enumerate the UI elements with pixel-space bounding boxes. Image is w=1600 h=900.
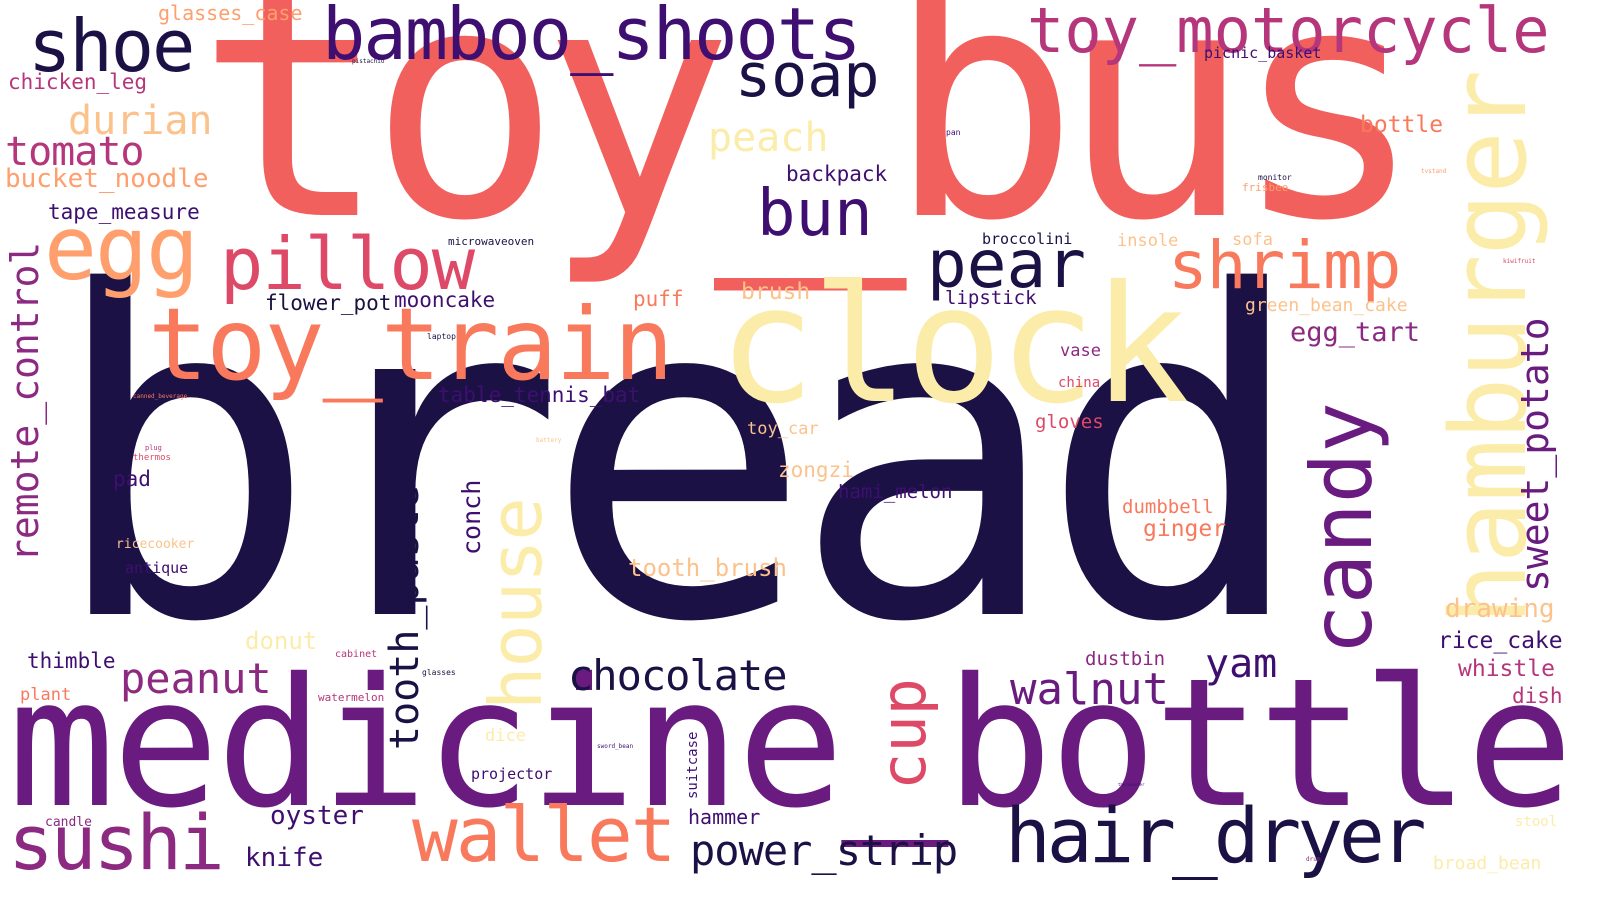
word-puff: puff [633, 287, 684, 311]
word-sofa: sofa [1232, 230, 1273, 250]
word-house: house [474, 498, 558, 710]
word-tape-measure: tape_measure [48, 200, 200, 224]
word-chicken-leg: chicken_leg [8, 70, 148, 94]
word-bun: bun [757, 177, 873, 251]
word-china: china [1058, 375, 1101, 391]
word-tooth-paste: tooth_paste [382, 485, 428, 750]
word-sword-bean: sword_bean [597, 743, 634, 750]
word-frisbee: frisbee [1242, 181, 1289, 194]
word-zongzi: zongzi [778, 458, 854, 482]
word-thimble: thimble [27, 649, 116, 673]
word-whistle: whistle [1458, 656, 1555, 682]
word-monitor: monitor [1258, 173, 1292, 182]
word-hair-dryer: hair_dryer [1005, 791, 1427, 880]
word-microwaveoven: microwaveoven [448, 235, 535, 248]
word-picnic-basket: picnic_basket [1204, 44, 1322, 62]
word-cup: cup [867, 678, 940, 790]
word-insole: insole [1117, 231, 1179, 251]
word-gloves: gloves [1035, 411, 1104, 433]
word-pistachio: pistachio [352, 58, 385, 65]
word-toy-train: toy_train [148, 286, 674, 403]
word-toy-car: toy_car [747, 419, 819, 439]
word-conch: conch [457, 479, 486, 555]
word-drawing: drawing [1445, 594, 1555, 624]
word-stool: stool [1515, 814, 1558, 830]
word-knife: knife [245, 843, 324, 873]
word-flower-pot: flower_pot [265, 291, 392, 315]
word-thermos: thermos [133, 453, 171, 463]
word-plug: plug [145, 444, 162, 452]
word-drum: drum [1306, 856, 1321, 863]
word-shoe: shoe [28, 4, 195, 88]
word-sweet-potato: sweet_potato [1513, 317, 1557, 592]
word-chocolate: chocolate [568, 651, 788, 700]
word-pan: pan [946, 128, 961, 137]
word-egg: egg [44, 197, 199, 300]
word-lipstick: lipstick [945, 287, 1037, 309]
word-soap: soap [735, 41, 880, 111]
word-pad: pad [113, 467, 151, 491]
word-hammer: hammer [688, 805, 761, 829]
word-pear: pear [927, 226, 1086, 303]
word-thermometer: thermometer [1118, 782, 1145, 787]
word-donut: donut [245, 627, 318, 655]
word-peanut: peanut [120, 654, 272, 703]
word-broad-bean: broad_bean [1433, 853, 1542, 874]
word-backpack: backpack [786, 162, 888, 186]
word-pillow: pillow [220, 222, 475, 306]
word-medicine-bottle: medicine_bottle [8, 640, 1573, 847]
word-toy-bus: toy_bus [196, 0, 1425, 291]
word-mooncake: mooncake [394, 288, 496, 312]
word-rice-cake: rice_cake [1438, 628, 1563, 654]
word-tomato: tomato [5, 129, 144, 175]
word-dumbbell: dumbbell [1122, 496, 1214, 518]
word-toy-motorcycle: toy_motorcycle [1027, 0, 1550, 67]
word-ginger: ginger [1143, 516, 1227, 542]
word-cabinet: cabinet [335, 649, 378, 660]
word-bamboo-shoots: bamboo_shoots [322, 0, 862, 76]
word-watermelon: watermelon [318, 691, 385, 704]
word-glasses-case: glasses_case [158, 1, 303, 25]
word-broccolini: broccolini [982, 230, 1073, 248]
word-candle: candle [45, 815, 92, 830]
word-projector: projector [471, 765, 553, 783]
word-durian: durian [68, 98, 213, 144]
word-peach: peach [708, 115, 829, 161]
word-shrimp: shrimp [1168, 227, 1401, 304]
word-kiwifruit: kiwifruit [1503, 258, 1536, 265]
word-tooth-brush: tooth_brush [628, 554, 787, 582]
word-oyster: oyster [270, 801, 364, 831]
word-ricecooker: ricecooker [116, 537, 195, 552]
word-power-strip: power_strip [690, 826, 958, 875]
word-walnut: walnut [1010, 664, 1169, 715]
word-vase: vase [1060, 341, 1101, 361]
word-brush: brush [741, 279, 811, 305]
word-tvstand: tvstand [1421, 168, 1447, 175]
word-egg-tart: egg_tart [1290, 317, 1421, 348]
word-green-bean-cake: green_bean_cake [1245, 295, 1408, 316]
word-laptop: laptop [427, 332, 456, 341]
word-antique: antique [125, 559, 189, 577]
word-canned-beverage: canned_beverage [133, 393, 188, 400]
word-yam: yam [1205, 641, 1278, 687]
word-battery: battery [536, 437, 562, 444]
word-bread: bread [48, 198, 1309, 720]
word-bucket-noodle: bucket_noodle [5, 164, 209, 194]
word-clock: clock [718, 252, 1190, 440]
word-dish: dish [1512, 684, 1563, 708]
word-bottle: bottle [1360, 112, 1444, 138]
word-dice: dice [485, 726, 526, 746]
word-glasses: glasses [422, 668, 456, 677]
word-dustbin: dustbin [1085, 648, 1166, 670]
word-candy: candy [1293, 402, 1391, 655]
word-suitcase: suitcase [685, 731, 701, 799]
word-wallet: wallet [412, 790, 677, 879]
word-remote-control: remote_control [3, 241, 47, 562]
word-table-tennis-bat: table_tennis_bat [438, 383, 641, 407]
word-sushi: sushi [8, 798, 225, 887]
word-plant: plant [20, 685, 72, 705]
word-hami-melon: hami_melon [838, 481, 953, 503]
